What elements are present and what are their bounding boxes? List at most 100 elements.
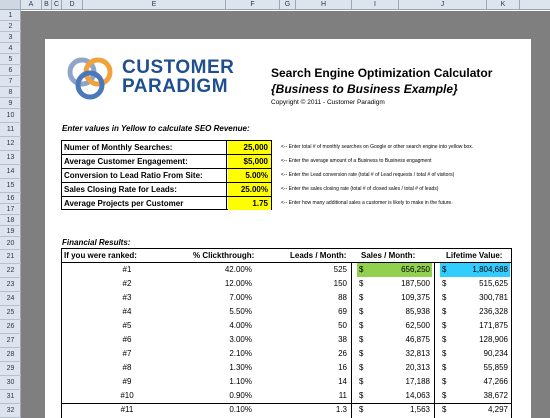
rank-cell: #6	[122, 335, 132, 344]
row-divider	[62, 403, 511, 404]
currency-symbol: $	[442, 265, 447, 274]
financial-results-label: Financial Results:	[62, 238, 131, 247]
copyright-text: Copyright © 2011 - Customer Paradigm	[271, 99, 385, 106]
row-header-5[interactable]: 5	[0, 54, 21, 65]
clickthrough-cell: 2.10%	[229, 349, 252, 358]
sales-cell: 109,375	[401, 293, 430, 302]
currency-symbol: $	[442, 391, 447, 400]
conversion-ratio-input[interactable]: 5.00%	[228, 169, 271, 182]
monthly-searches-input[interactable]: 25,000	[228, 141, 271, 154]
row-header-9[interactable]: 9	[0, 98, 21, 109]
row-header-10[interactable]: 10	[0, 109, 21, 123]
row-header-21[interactable]: 21	[0, 250, 21, 264]
currency-symbol: $	[359, 349, 364, 358]
row-header-3[interactable]: 3	[0, 32, 21, 43]
row-header-12[interactable]: 12	[0, 137, 21, 151]
header-rank: If you were ranked:	[64, 251, 137, 260]
row-header-6[interactable]: 6	[0, 65, 21, 76]
input-note: <-- Enter total # of monthly searches on…	[281, 144, 474, 150]
clickthrough-cell: 3.00%	[229, 335, 252, 344]
column-header-j[interactable]: J	[399, 0, 487, 10]
row-header-18[interactable]: 18	[0, 215, 21, 226]
table-row: #11 0.10% 1.3 1,563 $4,297 $	[62, 403, 511, 417]
column-header-l[interactable]: L	[520, 0, 550, 10]
row-header-25[interactable]: 25	[0, 306, 21, 320]
row-header-32[interactable]: 32	[0, 404, 21, 418]
column-header-g[interactable]: G	[280, 0, 296, 10]
header-clickthrough: % Clickthrough:	[193, 251, 255, 260]
input-label: Numer of Monthly Searches:	[64, 141, 227, 154]
input-label: Average Projects per Customer	[64, 197, 227, 210]
header-leads: Leads / Month:	[290, 251, 347, 260]
leads-cell: 38	[338, 335, 347, 344]
table-row: #4 5.50% 69 85,938 $236,328 $	[62, 305, 511, 319]
lifetime-cell: 47,266	[483, 377, 508, 386]
row-header-7[interactable]: 7	[0, 76, 21, 87]
column-header-k[interactable]: K	[487, 0, 520, 10]
row-header-8[interactable]: 8	[0, 87, 21, 98]
row-header-16[interactable]: 16	[0, 193, 21, 204]
row-header-2[interactable]: 2	[0, 21, 21, 32]
row-header-29[interactable]: 29	[0, 362, 21, 376]
column-header-c[interactable]: C	[52, 0, 62, 10]
rank-cell: #4	[122, 307, 132, 316]
clickthrough-cell: 12.00%	[224, 279, 252, 288]
table-row: #5 4.00% 50 62,500 $171,875 $	[62, 319, 511, 333]
row-header-27[interactable]: 27	[0, 334, 21, 348]
row-header-19[interactable]: 19	[0, 226, 21, 237]
row-header-11[interactable]: 11	[0, 123, 21, 137]
currency-symbol: $	[442, 279, 447, 288]
projects-per-customer-input[interactable]: 1.75	[228, 197, 271, 210]
row-header-28[interactable]: 28	[0, 348, 21, 362]
leads-cell: 1.3	[335, 405, 347, 414]
column-header-f[interactable]: F	[226, 0, 280, 10]
rank-cell: #3	[122, 293, 132, 302]
table-row: #1 42.00% 525 656,250 $1,804,688 $	[62, 263, 511, 277]
rank-cell: #5	[122, 321, 132, 330]
row-header-24[interactable]: 24	[0, 292, 21, 306]
currency-symbol: $	[359, 279, 364, 288]
column-header-i[interactable]: I	[352, 0, 399, 10]
leads-cell: 26	[338, 349, 347, 358]
row-header-30[interactable]: 30	[0, 376, 21, 390]
row-header-13[interactable]: 13	[0, 151, 21, 165]
row-header-31[interactable]: 31	[0, 390, 21, 404]
row-header-22[interactable]: 22	[0, 264, 21, 278]
column-header-e[interactable]: E	[83, 0, 226, 10]
customer-engagement-input[interactable]: $5,000	[228, 155, 271, 168]
leads-cell: 50	[338, 321, 347, 330]
row-header-17[interactable]: 17	[0, 204, 21, 215]
column-header-bar: ABCDEFGHIJKLMN	[0, 0, 550, 10]
rank-cell: #1	[122, 265, 132, 274]
row-header-4[interactable]: 4	[0, 43, 21, 54]
column-divider	[434, 263, 435, 418]
row-header-23[interactable]: 23	[0, 278, 21, 292]
lifetime-cell: 55,859	[483, 363, 508, 372]
column-header-h[interactable]: H	[296, 0, 352, 10]
column-header-d[interactable]: D	[62, 0, 83, 10]
row-header-26[interactable]: 26	[0, 320, 21, 334]
row-header-14[interactable]: 14	[0, 165, 21, 179]
sales-cell: 46,875	[405, 335, 430, 344]
currency-symbol: $	[442, 363, 447, 372]
column-header-a[interactable]: A	[21, 0, 42, 10]
row-header-20[interactable]: 20	[0, 237, 21, 250]
rank-cell: #10	[120, 391, 134, 400]
brand-name-line1: CUSTOMER	[122, 57, 235, 78]
financial-results-table: If you were ranked: % Clickthrough: Lead…	[61, 248, 512, 418]
column-header-b[interactable]: B	[42, 0, 52, 10]
clickthrough-cell: 7.00%	[229, 293, 252, 302]
sales-cell: 20,313	[405, 363, 430, 372]
page-gutter-top	[21, 11, 550, 39]
clickthrough-cell: 5.50%	[229, 307, 252, 316]
select-all-corner[interactable]	[0, 0, 21, 10]
input-note: <-- Enter the Lead conversion rate (tota…	[281, 172, 455, 178]
closing-rate-input[interactable]: 25.00%	[228, 183, 271, 196]
row-header-15[interactable]: 15	[0, 179, 21, 193]
column-divider	[351, 263, 352, 418]
input-row: Average Projects per Customer 1.75	[62, 197, 271, 211]
row-header-1[interactable]: 1	[0, 10, 21, 21]
currency-symbol: $	[359, 405, 364, 414]
table-row: #6 3.00% 38 46,875 $128,906 $	[62, 333, 511, 347]
brand-name-line2: PARADIGM	[122, 76, 229, 97]
